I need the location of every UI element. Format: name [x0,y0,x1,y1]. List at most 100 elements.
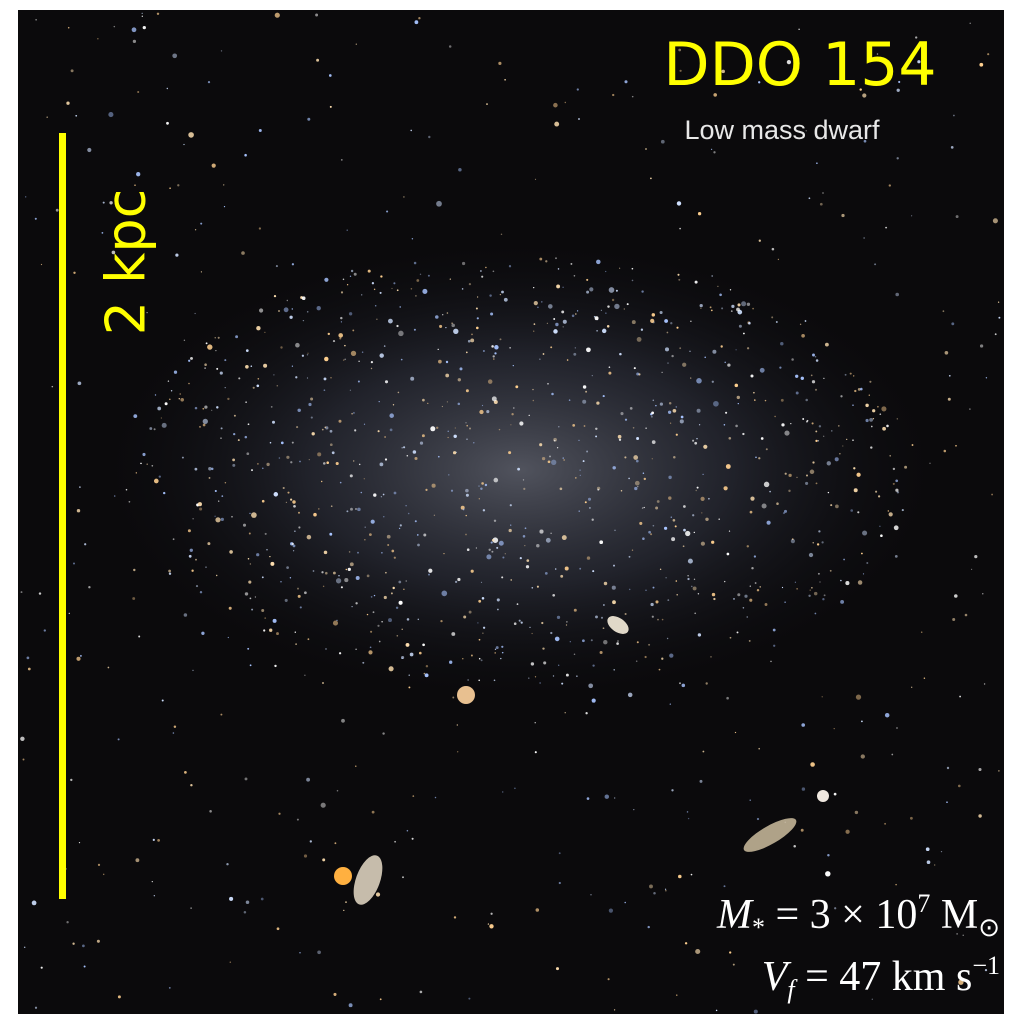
star [350,390,351,391]
star [188,383,190,385]
star [250,563,251,564]
star [261,609,264,612]
star [637,486,638,487]
star [711,309,713,311]
star [553,329,557,333]
star [624,80,627,83]
star [727,553,730,556]
star [462,288,464,290]
star [809,197,811,199]
star [770,661,772,663]
star [286,456,289,459]
star [902,509,904,511]
star [441,591,447,597]
star [278,813,280,815]
star [274,492,279,497]
star [453,435,456,438]
star [410,653,414,657]
star [644,507,645,508]
star [866,419,869,422]
star [529,415,530,416]
star [850,509,853,512]
star [412,795,414,797]
star [558,426,559,427]
star [485,267,486,268]
star [66,102,69,105]
star [438,349,439,350]
star [664,527,667,530]
star [420,274,421,275]
star [78,381,82,385]
star [947,767,949,769]
star [680,419,684,423]
star [46,116,48,118]
star [801,829,804,832]
star [457,724,458,725]
star [801,377,804,380]
star [162,699,164,701]
star [550,533,551,534]
star [650,533,652,535]
star [750,497,754,501]
star [84,543,86,545]
relation: = 47 km s [795,954,973,1000]
star [673,519,676,522]
star [551,460,556,465]
star [710,656,711,657]
star [513,365,514,366]
star [614,797,615,798]
star [629,589,631,591]
star [633,809,634,810]
star [801,334,805,338]
star [742,433,744,435]
star [711,541,714,544]
star [339,652,341,654]
star [246,900,250,904]
star [380,998,382,1000]
star [702,474,703,475]
star [852,439,854,441]
star [668,411,671,414]
star [815,430,817,432]
star [276,632,279,635]
star [443,553,444,554]
star [904,466,907,469]
star [838,425,840,427]
star [659,669,661,671]
star [195,559,197,561]
star [683,505,686,508]
star [312,432,315,435]
star [723,486,727,490]
star [211,410,212,411]
star [501,646,503,648]
star [426,665,428,667]
star [392,587,394,589]
star [324,551,328,555]
star [483,350,485,352]
star [560,487,563,490]
star [649,884,653,888]
star [667,599,669,601]
star [295,343,300,348]
star [624,308,625,309]
star [343,910,344,911]
star [542,457,545,460]
star [517,603,519,605]
star [879,413,881,415]
star [384,596,387,599]
star [718,518,720,520]
star [435,797,437,799]
star [877,406,879,408]
star [725,412,727,414]
star [748,322,751,325]
star [711,275,713,277]
star [133,569,135,571]
star [645,589,647,591]
star [77,509,80,512]
star [391,592,393,594]
star [493,270,495,272]
star [809,553,813,557]
star [276,265,278,267]
star [818,440,820,442]
star [355,508,357,510]
